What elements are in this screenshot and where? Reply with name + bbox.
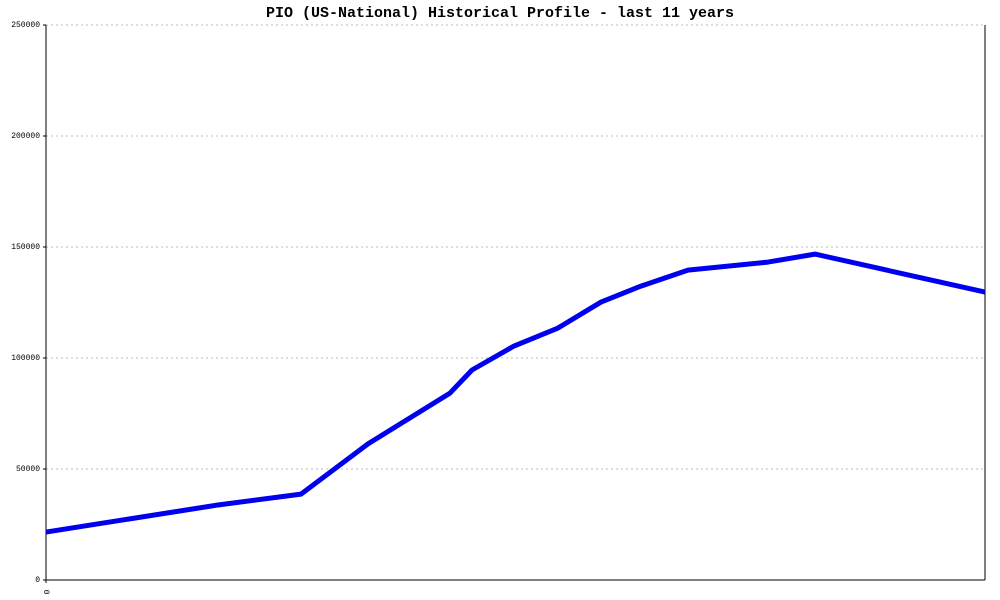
y-tick-label: 0 (35, 576, 40, 585)
y-tick-label: 250000 (11, 21, 40, 30)
y-tick-label: 50000 (16, 465, 40, 474)
x-tick-label: 0 (41, 590, 50, 595)
data-line (45, 251, 986, 535)
y-tick-label: 150000 (11, 243, 40, 252)
y-tick-label: 100000 (11, 354, 40, 363)
chart-title: PIO (US-National) Historical Profile - l… (266, 5, 734, 22)
y-tick-label: 200000 (11, 132, 40, 141)
